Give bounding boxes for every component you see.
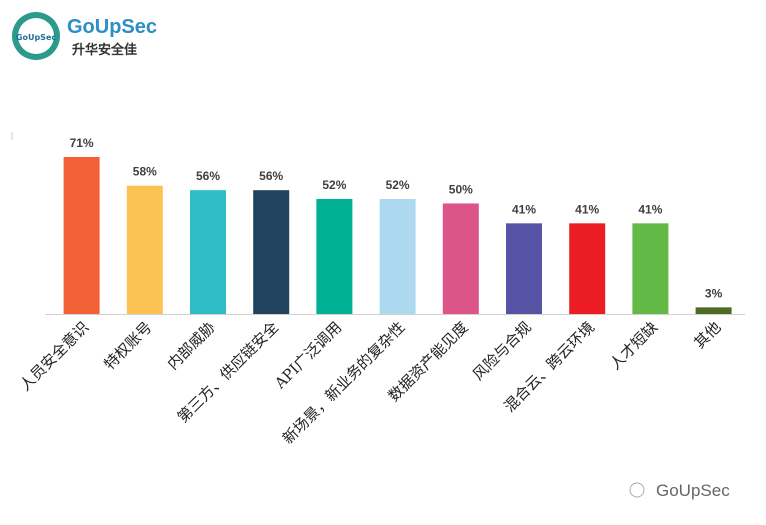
x-tick-label: 人员安全意识 bbox=[16, 318, 92, 394]
value-label: 58% bbox=[133, 165, 157, 179]
value-label: 56% bbox=[259, 169, 283, 183]
value-label: 52% bbox=[322, 178, 346, 192]
watermark-icon bbox=[629, 482, 645, 498]
x-tick-label: 风险与合规 bbox=[469, 318, 535, 384]
logo-tagline: 升华安全佳 bbox=[72, 42, 137, 58]
watermark-text: GoUpSec bbox=[656, 481, 730, 500]
value-label: 41% bbox=[575, 202, 599, 216]
x-tick-label: 内部威胁 bbox=[164, 318, 219, 373]
value-label: 71% bbox=[70, 136, 94, 150]
bar bbox=[695, 307, 732, 314]
x-tick-label: 特权账号 bbox=[100, 318, 155, 373]
bar bbox=[569, 223, 606, 314]
watermark: GoUpSec bbox=[629, 481, 730, 500]
value-label: 56% bbox=[196, 169, 220, 183]
logo-badge-inner bbox=[18, 18, 54, 54]
logo-badge-text: GoUpSec bbox=[16, 33, 56, 42]
bar bbox=[190, 190, 226, 314]
bar bbox=[379, 199, 416, 314]
bar bbox=[442, 203, 479, 314]
bar bbox=[506, 223, 542, 314]
bar bbox=[126, 185, 163, 314]
x-tick-label: 新场景，新业务的复杂性 bbox=[279, 318, 408, 447]
x-tick-label: 人才短缺 bbox=[606, 318, 661, 373]
x-tick-label: 其他 bbox=[690, 318, 724, 352]
plot: 71%人员安全意识58%特权账号56%内部威胁56%第三方、供应链安全52%AP… bbox=[16, 136, 732, 448]
logo-name: GoUpSec bbox=[67, 16, 157, 38]
value-label: 50% bbox=[449, 182, 473, 196]
logo: GoUpSec GoUpSec 升华安全佳 bbox=[12, 12, 157, 60]
value-label: 52% bbox=[386, 178, 410, 192]
bar bbox=[316, 199, 353, 314]
bar bbox=[632, 223, 669, 314]
value-label: 41% bbox=[638, 202, 662, 216]
value-label: 41% bbox=[512, 202, 536, 216]
value-label: 3% bbox=[705, 286, 723, 300]
bar bbox=[63, 157, 100, 314]
bar bbox=[253, 190, 290, 314]
